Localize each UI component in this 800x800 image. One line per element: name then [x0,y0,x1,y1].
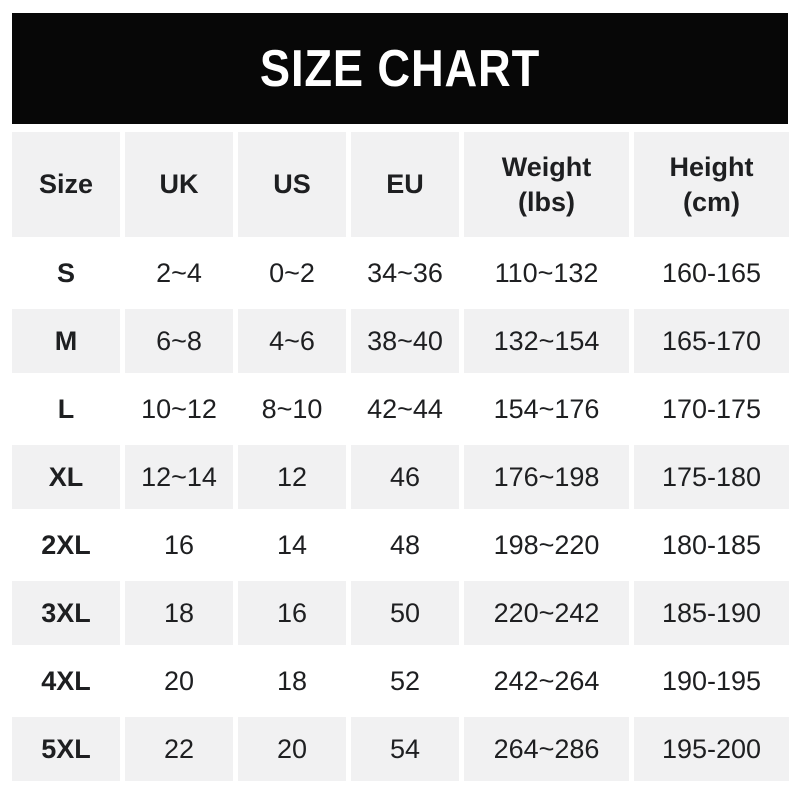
cell-eu: 46 [351,445,459,509]
cell-size: 2XL [41,529,91,560]
cell-us: 8~10 [261,393,323,424]
cell-weight: 110~132 [494,257,599,288]
cell-uk: 22 [125,717,233,781]
cell-weight: 264~286 [464,717,629,781]
title-banner: SIZE CHART [12,13,788,124]
cell-weight: 154~176 [493,393,600,424]
cell-us: 14 [276,529,308,560]
cell-us: 12 [238,445,346,509]
cell-size: M [12,309,120,373]
cell-uk: 6~8 [125,309,233,373]
header-cell-eu: EU [351,132,459,237]
header-label: Size [38,169,94,199]
cell-us: 18 [276,665,308,696]
cell-us: 0~2 [269,257,315,288]
cell-eu: 52 [389,665,421,696]
cell-us: 4~6 [238,309,346,373]
header-sublabel: (lbs) [518,186,575,217]
cell-eu: 42~44 [367,393,443,424]
cell-uk: 18 [125,581,233,645]
cell-us: 16 [238,581,346,645]
cell-size: 3XL [12,581,120,645]
cell-height: 175-180 [634,445,789,509]
cell-height: 190-195 [661,665,762,696]
cell-us: 20 [238,717,346,781]
header-sublabel: (cm) [682,186,740,217]
header-cell-size: Size [12,132,120,237]
cell-uk: 20 [163,665,195,696]
cell-height: 180-185 [661,529,762,560]
cell-height: 185-190 [634,581,789,645]
cell-eu: 34~36 [367,257,443,288]
cell-size: XL [12,445,120,509]
cell-weight: 176~198 [464,445,629,509]
cell-height: 170-175 [661,393,762,424]
cell-height: 195-200 [634,717,789,781]
cell-size: L [57,393,75,424]
cell-height: 165-170 [634,309,789,373]
header-cell-height: Height (cm) [634,132,789,237]
header-label: UK [159,169,199,199]
header-label: US [273,169,311,199]
cell-size: 5XL [12,717,120,781]
size-table: Size UK US EU Weight (lbs) Height (cm) S 2… [12,132,789,781]
cell-size: S [56,257,75,288]
header-cell-weight: Weight (lbs) [464,132,629,237]
header-cell-uk: UK [125,132,233,237]
cell-weight: 132~154 [464,309,629,373]
cell-size: 4XL [41,665,91,696]
cell-height: 160-165 [661,257,762,288]
header-label: Weight [501,151,592,182]
cell-uk: 10~12 [141,393,217,424]
cell-eu: 38~40 [351,309,459,373]
cell-uk: 12~14 [125,445,233,509]
cell-weight: 220~242 [464,581,629,645]
cell-uk: 16 [163,529,195,560]
header-label: Height [669,151,754,182]
page-title: SIZE CHART [259,39,541,98]
cell-weight: 242~264 [493,665,600,696]
header-label: EU [386,169,424,199]
cell-eu: 48 [389,529,421,560]
cell-eu: 50 [351,581,459,645]
cell-eu: 54 [351,717,459,781]
cell-weight: 198~220 [493,529,600,560]
header-cell-us: US [238,132,346,237]
cell-uk: 2~4 [156,257,202,288]
